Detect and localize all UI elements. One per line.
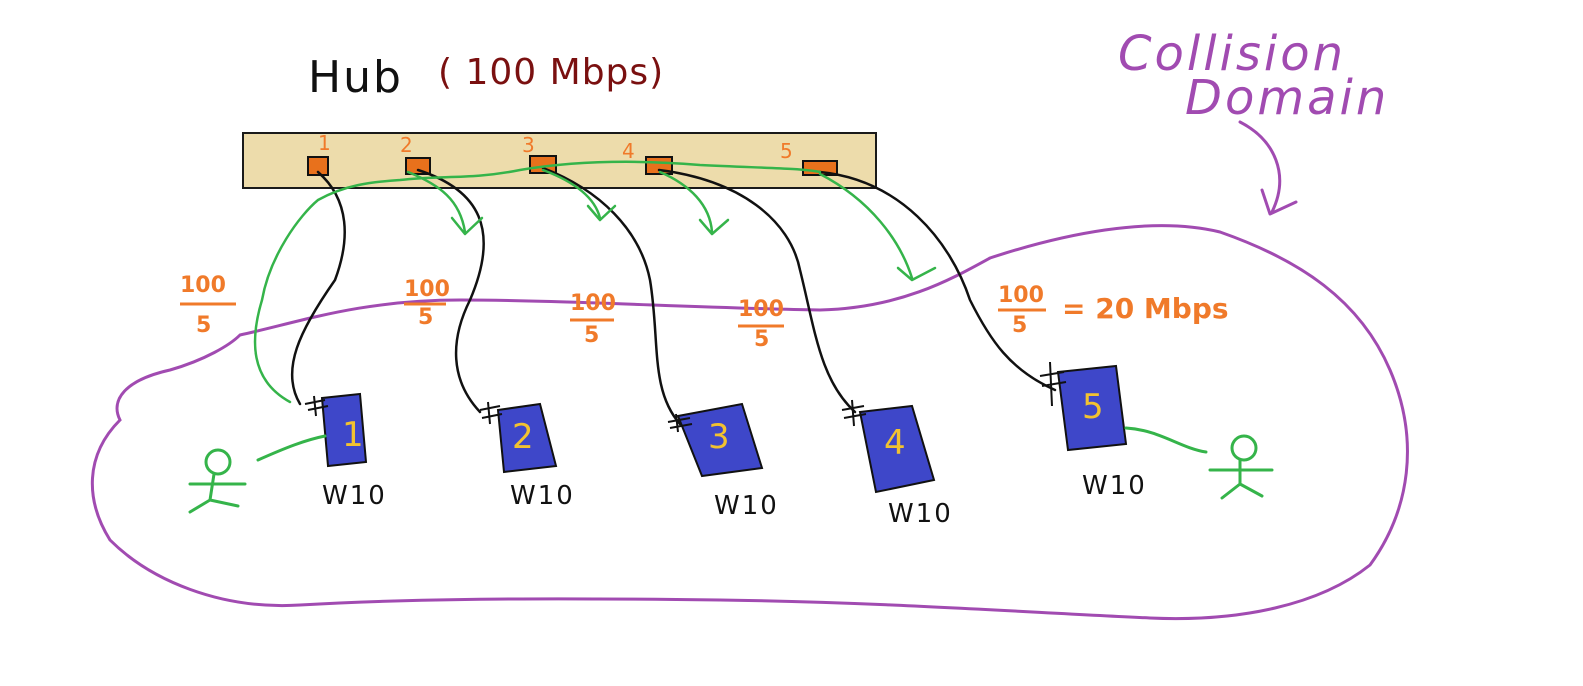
cable-1	[290, 170, 346, 406]
share-2: 100 5	[404, 277, 450, 330]
cable-2	[416, 168, 485, 414]
cable-3	[541, 166, 682, 426]
nic-3-icon	[667, 413, 693, 433]
share-3-denominator: 5	[584, 323, 599, 348]
computer-1-os: W10	[322, 481, 387, 511]
computer-1-body	[320, 392, 368, 468]
cables	[290, 166, 1057, 426]
share-result: = 20 Mbps	[1062, 292, 1229, 325]
collision-domain-label-line1: Collision	[1118, 26, 1346, 82]
computer-2-os: W10	[510, 481, 575, 511]
hub-title-word: Hub	[308, 52, 403, 103]
computer-4: 4 W10	[858, 404, 953, 529]
hub-title: Hub ( 100 Mbps)	[308, 52, 664, 103]
hub-port-label-3: 3	[522, 133, 535, 157]
share-1-numerator: 100	[180, 273, 226, 298]
broadcast-arrow-5	[818, 172, 914, 280]
computer-5-body	[1056, 364, 1128, 452]
nic-5-icon	[1039, 361, 1067, 407]
hub-port-labels: 1 2 3 4 5	[318, 131, 793, 163]
nic-4-icon	[841, 399, 867, 427]
user-right-icon	[1124, 426, 1274, 500]
user-left-icon	[188, 434, 327, 514]
computer-2: 2 W10	[496, 402, 575, 511]
broadcast-arrowhead-5	[896, 266, 937, 282]
nic-2-icon	[479, 401, 503, 425]
share-1-denominator: 5	[196, 313, 211, 338]
hub-ports	[307, 155, 838, 176]
user-right-link	[1124, 426, 1208, 454]
hub-port-label-4: 4	[622, 139, 635, 163]
broadcast-path-main	[253, 160, 822, 404]
share-5-numerator: 100	[998, 283, 1044, 308]
share-3-numerator: 100	[570, 291, 616, 316]
computer-2-body	[496, 402, 558, 474]
collision-domain-label-line2: Domain	[1185, 70, 1389, 126]
broadcast-arrow-2	[406, 170, 467, 234]
share-3: 100 5	[570, 291, 616, 348]
computers: 1 W10 2 W10 3 W10 4 W10 5 W10	[320, 364, 1147, 529]
computer-2-number: 2	[512, 417, 534, 457]
computer-5-os: W10	[1082, 471, 1147, 501]
computer-3: 3 W10	[676, 402, 779, 521]
share-5: 100 5 = 20 Mbps	[998, 283, 1229, 338]
share-4-numerator: 100	[738, 297, 784, 322]
nic-1-icon	[304, 395, 329, 417]
cable-5	[818, 170, 1057, 392]
computer-5: 5 W10	[1056, 364, 1147, 501]
hub-port-1	[307, 156, 329, 176]
bandwidth-shares: 100 5 100 5 100 5 100 5 100 5 = 20 Mbps	[180, 273, 1229, 352]
computer-4-os: W10	[888, 499, 953, 529]
computer-3-body	[676, 402, 764, 478]
computer-1-number: 1	[342, 415, 364, 455]
computer-4-number: 4	[884, 423, 906, 463]
hub-port-label-1: 1	[318, 131, 331, 155]
broadcast-arrowhead-2	[450, 216, 484, 236]
share-2-denominator: 5	[418, 305, 433, 330]
computer-3-number: 3	[708, 417, 730, 457]
computer-1: 1 W10	[320, 392, 387, 511]
hub-device	[242, 132, 877, 189]
collision-domain-arrowhead	[1260, 188, 1298, 216]
collision-domain-label: Collision Domain	[1118, 26, 1389, 126]
share-2-numerator: 100	[404, 277, 450, 302]
collision-domain-arrow	[1238, 120, 1282, 214]
nic-connectors	[304, 361, 1067, 433]
hub-port-2	[405, 157, 431, 175]
broadcast-arrowhead-4	[698, 218, 730, 236]
share-5-denominator: 5	[1012, 313, 1027, 338]
share-4-denominator: 5	[754, 327, 769, 352]
collision-domain-boundary	[90, 224, 1409, 621]
user-left-link	[256, 434, 327, 462]
share-1: 100 5	[180, 273, 236, 338]
hub-port-label-5: 5	[780, 139, 793, 163]
broadcast-arrowhead-3	[586, 204, 617, 222]
hub-title-speed: ( 100 Mbps)	[438, 52, 664, 93]
computer-5-number: 5	[1082, 387, 1104, 427]
users	[188, 426, 1274, 514]
broadcast-arrow-4	[658, 170, 714, 234]
cable-4	[657, 168, 857, 414]
computer-3-os: W10	[714, 491, 779, 521]
broadcast-arrows	[253, 160, 937, 404]
share-4: 100 5	[738, 297, 784, 352]
computer-4-body	[858, 404, 936, 494]
hub-port-label-2: 2	[400, 133, 413, 157]
broadcast-arrow-3	[541, 168, 602, 220]
